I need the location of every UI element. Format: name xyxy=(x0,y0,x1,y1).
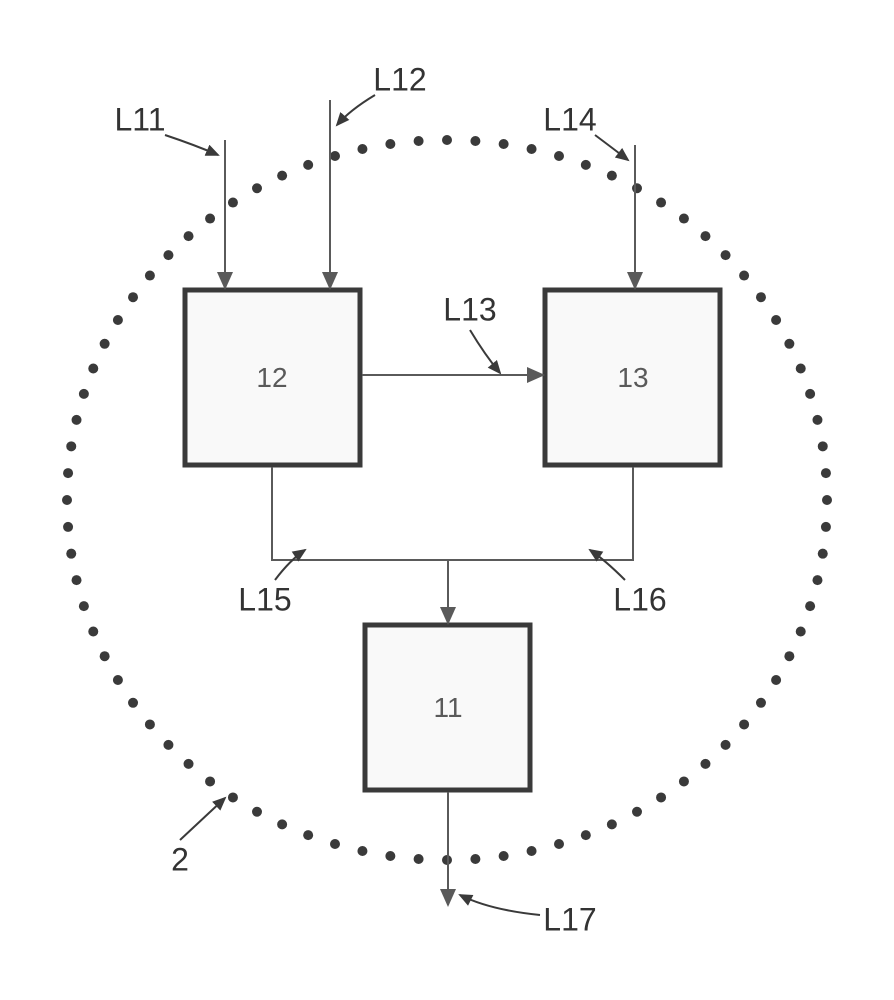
diagram-canvas xyxy=(0,0,894,1000)
box-label-12: 12 xyxy=(256,362,287,394)
callout-label-L14: L14 xyxy=(543,102,596,139)
callout-label-L11: L11 xyxy=(114,102,165,139)
callout-label-L12: L12 xyxy=(373,62,426,99)
callout-label-2: 2 xyxy=(171,842,189,879)
callout-label-L16: L16 xyxy=(613,582,666,619)
callout-label-L17: L17 xyxy=(543,902,596,939)
callout-label-L15: L15 xyxy=(238,582,291,619)
callout-label-L13: L13 xyxy=(443,292,496,329)
box-label-11: 11 xyxy=(433,692,462,724)
box-label-13: 13 xyxy=(617,362,648,394)
